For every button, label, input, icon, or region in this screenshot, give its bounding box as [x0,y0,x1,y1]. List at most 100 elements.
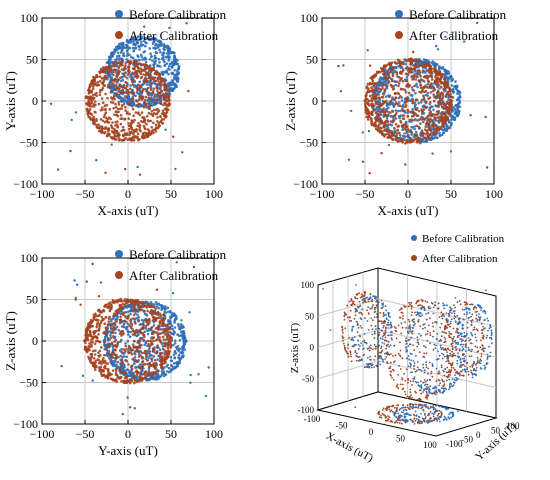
data-point [94,365,98,369]
data-point [116,79,120,82]
outlier-point [91,379,94,382]
data-point [168,102,171,106]
data-point [106,70,110,74]
data-point [396,139,400,143]
data-point [124,106,127,109]
data-point [174,352,178,355]
data-point [114,349,117,352]
data-point [164,87,168,91]
data-point [426,115,430,118]
data-point [136,54,139,57]
outlier-point [128,406,132,409]
data-point [423,80,426,83]
data-point [131,46,135,50]
data-point [344,327,347,330]
data-point [389,99,393,103]
data-point [122,332,125,335]
data-point [115,75,118,78]
data-point [156,372,160,376]
data-point [393,126,396,130]
data-point [401,87,405,91]
data-point [135,350,139,353]
data-point [90,96,93,99]
data-point [430,131,434,134]
data-point [396,91,399,95]
data-point [408,140,411,144]
data-point [173,339,177,343]
data-point [132,130,136,134]
legend-label-after: After Calibration [129,268,219,283]
data-point [412,89,416,92]
data-point [143,127,147,131]
data-point [144,104,148,107]
data-point [431,78,434,81]
data-point [414,130,418,134]
data-point [397,61,401,65]
data-point [413,125,417,128]
data-point [90,98,93,101]
data-point [95,74,98,78]
data-point [94,312,97,316]
data-point [375,89,378,92]
data-point [140,337,143,340]
data-point [122,322,126,326]
data-point [126,44,129,47]
data-point [422,131,425,135]
data-point [121,372,124,375]
data-point [144,300,148,304]
data-point [133,321,137,324]
data-point [125,76,129,80]
data-point [134,47,137,50]
data-point [101,86,105,90]
data-point [150,130,154,133]
data-point [107,64,111,68]
data-point [399,121,403,124]
data-point [108,309,112,313]
data-point [107,75,111,78]
data-point [407,67,411,71]
data-point [133,308,137,311]
data-point [154,312,158,316]
data-point [145,83,149,86]
data-point [407,73,410,76]
data-point [157,369,160,373]
data-point [164,373,168,376]
data-point [107,127,111,130]
data-point [140,92,144,95]
data-point [172,54,176,58]
data-point [136,74,139,77]
data-point [140,98,144,101]
data-point [109,303,112,306]
data-point [148,104,152,108]
data-point [157,375,161,379]
data-point [410,118,414,121]
data-point [394,66,398,70]
data-point [149,79,153,82]
data-point [148,107,152,110]
data-point [102,115,106,119]
data-point [165,55,168,59]
data-point [177,353,181,357]
data-point [433,80,437,84]
data-point [132,346,135,349]
data-point [444,80,448,83]
data-point [117,103,121,106]
data-point [167,95,171,99]
data-point [427,97,430,100]
data-point [153,358,157,362]
data-point [131,88,134,92]
data-point [411,107,414,111]
data-point [432,93,436,96]
data-point [163,60,166,64]
data-point [422,69,426,73]
data-point [94,368,97,372]
data-point [136,88,139,92]
data-point [111,82,114,85]
data-point [393,92,397,95]
data-point [410,131,414,134]
data-point [130,353,134,356]
data-point [111,54,114,58]
data-point [128,371,131,374]
z-tick-label: -50 [302,374,314,384]
data-point [157,316,161,319]
